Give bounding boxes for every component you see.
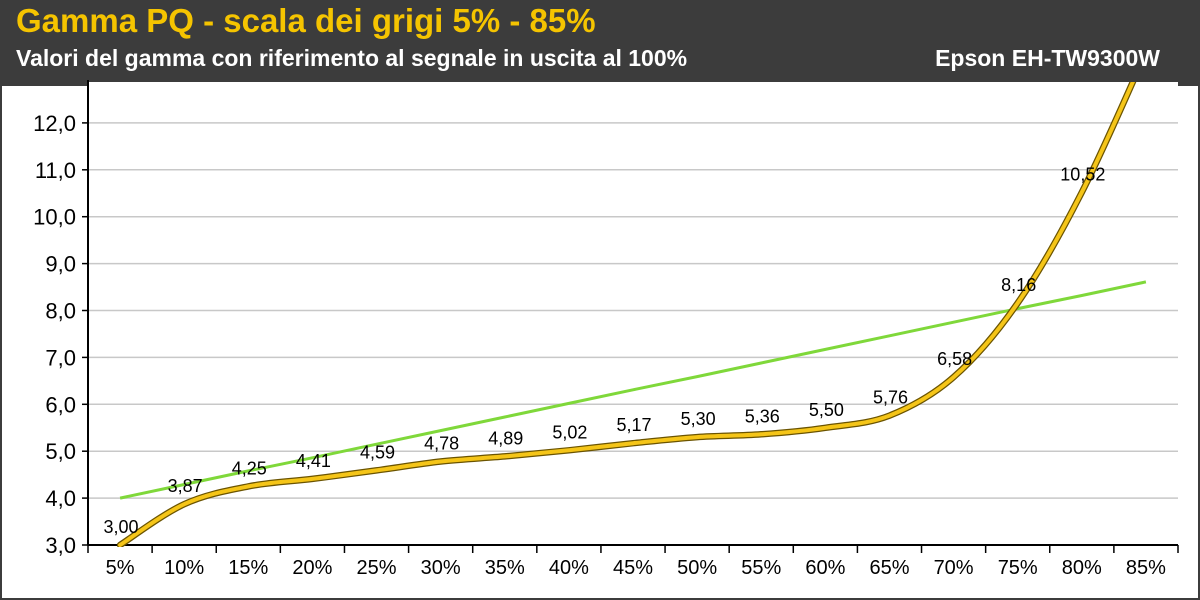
y-tick-label: 7,0 [45,345,76,370]
x-tick-label: 20% [292,557,332,579]
x-tick-label: 60% [805,557,845,579]
chart-title: Gamma PQ - scala dei grigi 5% - 85% [16,2,596,39]
x-tick-label: 55% [741,557,781,579]
x-tick-label: 40% [549,557,589,579]
data-label: 3,87 [168,476,203,496]
x-tick-label: 65% [869,557,909,579]
y-tick-label: 10,0 [33,205,76,230]
x-tick-label: 45% [613,557,653,579]
reference-gamma-line [119,280,1147,500]
x-tick-label: 80% [1062,557,1102,579]
x-axis: 5% 10% 15% 20% 25% 30% 35% 40% 45% 50% 55% 60% 65% 70… [87,545,1179,579]
data-label: 5,76 [873,388,908,408]
y-axis: 3,0 4,0 5,0 6,0 7,0 8,0 9,0 10,0 11,0 12,0 [33,111,88,558]
x-tick-label: 30% [421,557,461,579]
chart-header: Gamma PQ - scala dei grigi 5% - 85% Valo… [0,0,1200,86]
y-tick-label: 9,0 [45,252,76,277]
y-tick-label: 5,0 [45,439,76,464]
chart-subtitle: Valori del gamma con riferimento al segn… [16,45,688,71]
data-labels: 3,00 3,87 4,25 4,41 4,59 4,78 4,89 5,02 5,17 5,30… [104,164,1106,537]
data-label: 4,89 [488,428,523,448]
x-tick-label: 15% [228,557,268,579]
x-tick-label: 75% [998,557,1038,579]
y-tick-label: 6,0 [45,392,76,417]
y-tick-label: 3,0 [45,533,76,558]
y-tick-label: 4,0 [45,486,76,511]
y-tick-label: 11,0 [35,158,76,183]
data-label: 5,02 [552,422,587,442]
data-label: 5,17 [616,415,651,435]
projector-model: Epson EH-TW9300W [935,45,1160,71]
x-tick-label: 50% [677,557,717,579]
x-tick-label: 25% [357,557,397,579]
data-label: 5,36 [745,406,780,426]
x-tick-label: 85% [1126,557,1166,579]
data-label: 3,00 [104,517,139,537]
x-tick-label: 5% [106,557,135,579]
y-tick-label: 8,0 [45,299,76,324]
x-tick-label: 10% [164,557,204,579]
data-label: 4,25 [232,458,267,478]
data-label: 10,52 [1060,164,1105,184]
x-tick-label: 35% [485,557,525,579]
y-tick-label: 12,0 [33,111,76,136]
x-tick-label: 70% [934,557,974,579]
data-label: 4,59 [360,442,395,462]
data-label: 4,78 [424,434,459,454]
data-label: 4,41 [296,451,331,471]
data-label: 5,50 [809,400,844,420]
measured-gamma-line [118,82,1135,547]
data-label: 6,58 [937,349,972,369]
y-gridlines [88,122,1178,499]
data-label: 8,16 [1001,275,1036,295]
data-label: 5,30 [681,409,716,429]
